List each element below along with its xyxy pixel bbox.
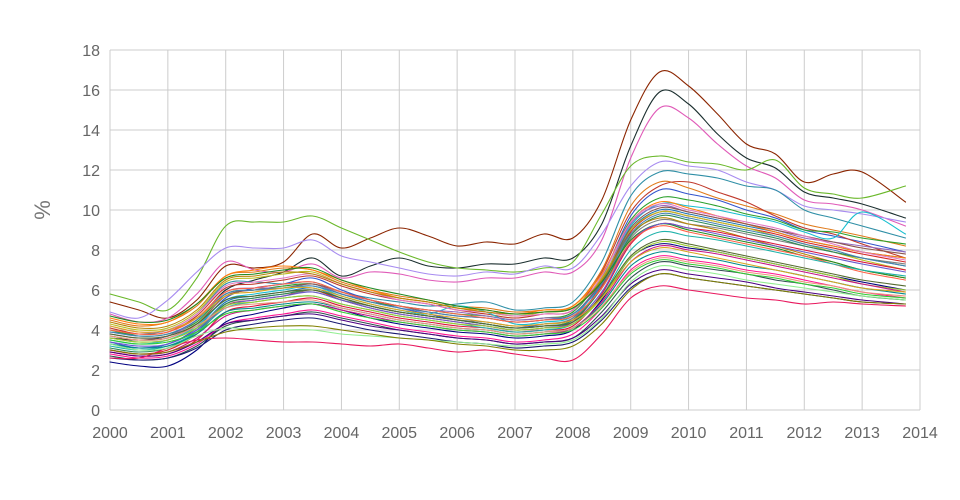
series-line-3 [109, 105, 907, 323]
x-tick-label: 2003 [266, 425, 302, 442]
x-tick-label: 2011 [729, 425, 764, 442]
x-tick-label: 2007 [497, 425, 533, 442]
y-tick-label: 14 [82, 123, 100, 140]
y-tick-label: 0 [91, 403, 100, 420]
y-tick-label: 12 [82, 163, 100, 180]
series-line-32 [109, 255, 907, 359]
x-tick-label: 2000 [92, 425, 128, 442]
x-axis-tick-labels: 2000 2001 2002 2003 2004 2005 2006 2007 2008 2009… [92, 425, 938, 442]
series-line-31 [109, 238, 907, 339]
x-tick-label: 2013 [844, 425, 880, 442]
x-tick-label: 2010 [671, 425, 707, 442]
series-line-6 [109, 170, 907, 335]
series-line-5 [109, 160, 907, 319]
series-line-26 [109, 225, 907, 335]
series-line-9 [109, 180, 907, 336]
series-line-21 [109, 217, 907, 330]
x-tick-label: 2002 [208, 425, 244, 442]
x-tick-label: 2009 [613, 425, 649, 442]
y-tick-label: 18 [82, 43, 100, 60]
y-tick-label: 6 [91, 283, 100, 300]
series-line-18 [109, 203, 907, 334]
series-line-7 [109, 180, 907, 327]
series-line-24 [109, 223, 907, 324]
series-line-38 [109, 257, 907, 341]
x-tick-label: 2008 [555, 425, 591, 442]
x-tick-label: 2004 [324, 425, 360, 442]
x-tick-label: 2014 [902, 425, 938, 442]
series-line-1 [109, 70, 907, 319]
series-line-37 [109, 269, 907, 357]
x-tick-label: 2001 [150, 425, 186, 442]
y-tick-label: 10 [82, 203, 100, 220]
series-group [109, 70, 907, 368]
y-tick-label: 16 [82, 83, 100, 100]
series-line-29 [109, 240, 907, 343]
x-tick-label: 2012 [786, 425, 822, 442]
series-line-27 [109, 230, 907, 351]
series-line-36 [109, 259, 907, 345]
series-line-42 [109, 272, 907, 355]
series-line-2 [109, 89, 907, 341]
x-tick-label: 2006 [439, 425, 475, 442]
y-axis-title: % [30, 200, 55, 220]
y-tick-label: 2 [91, 363, 100, 380]
series-line-4 [109, 155, 907, 312]
series-line-34 [109, 247, 907, 333]
x-tick-label: 2005 [381, 425, 417, 442]
series-line-40 [109, 285, 907, 363]
y-axis-tick-labels: 0 2 4 6 8 10 12 14 16 18 [82, 43, 100, 420]
y-tick-label: 4 [91, 323, 100, 340]
series-line-41 [109, 264, 907, 351]
y-tick-label: 8 [91, 243, 100, 260]
